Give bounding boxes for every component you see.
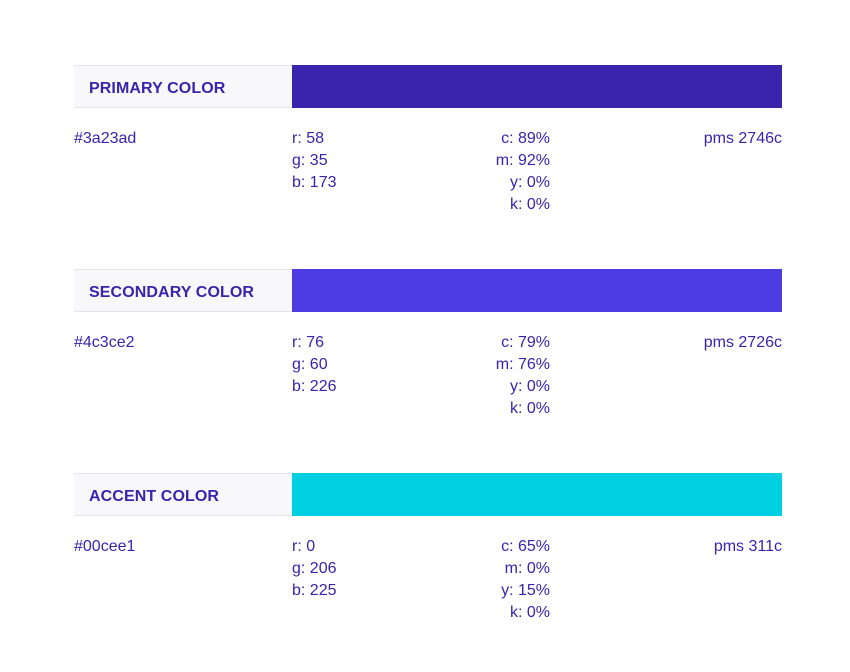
color-label: ACCENT COLOR	[89, 487, 220, 505]
color-swatch	[292, 473, 782, 516]
cmyk-c: c: 79%	[501, 334, 550, 351]
color-section-secondary: SECONDARY COLOR #4c3ce2 r: 76 g: 60 b: 2…	[74, 269, 782, 432]
cmyk-m: m: 76%	[495, 356, 550, 373]
color-values: #4c3ce2 r: 76 g: 60 b: 226 c: 79% m: 76%…	[74, 312, 782, 432]
cmyk-k: k: 0%	[509, 604, 550, 621]
rgb-b: b: 225	[292, 582, 337, 599]
hex-value: #4c3ce2	[74, 334, 135, 351]
color-header-row: ACCENT COLOR	[74, 473, 782, 516]
cmyk-y: y: 15%	[501, 582, 550, 599]
pms-value: pms 311c	[713, 538, 782, 555]
rgb-r: r: 58	[292, 130, 325, 147]
cmyk-values: c: 89% m: 92% y: 0% k: 0%	[476, 128, 550, 216]
hex-value: #00cee1	[74, 538, 136, 555]
cmyk-values: c: 79% m: 76% y: 0% k: 0%	[476, 332, 550, 420]
color-label: PRIMARY COLOR	[89, 79, 226, 97]
rgb-values: r: 76 g: 60 b: 226	[292, 332, 336, 398]
rgb-g: g: 206	[292, 560, 337, 577]
color-values: #3a23ad r: 58 g: 35 b: 173 c: 89% m: 92%…	[74, 108, 782, 228]
color-swatch	[292, 65, 782, 108]
hex-value: #3a23ad	[74, 130, 137, 147]
color-label-box: ACCENT COLOR	[74, 473, 292, 516]
color-section-accent: ACCENT COLOR #00cee1 r: 0 g: 206 b: 225 …	[74, 473, 782, 636]
cmyk-m: m: 92%	[495, 152, 550, 169]
cmyk-values: c: 65% m: 0% y: 15% k: 0%	[476, 536, 550, 624]
rgb-values: r: 58 g: 35 b: 173	[292, 128, 336, 194]
rgb-b: b: 226	[292, 378, 337, 395]
color-header-row: PRIMARY COLOR	[74, 65, 782, 108]
color-label-box: SECONDARY COLOR	[74, 269, 292, 312]
color-values: #00cee1 r: 0 g: 206 b: 225 c: 65% m: 0% …	[74, 516, 782, 636]
color-section-primary: PRIMARY COLOR #3a23ad r: 58 g: 35 b: 173…	[74, 65, 782, 228]
rgb-b: b: 173	[292, 174, 337, 191]
cmyk-y: y: 0%	[509, 378, 550, 395]
rgb-r: r: 76	[292, 334, 325, 351]
rgb-g: g: 60	[292, 356, 328, 373]
color-swatch	[292, 269, 782, 312]
color-label-box: PRIMARY COLOR	[74, 65, 292, 108]
cmyk-k: k: 0%	[509, 196, 550, 213]
pms-value: pms 2726c	[703, 334, 782, 351]
rgb-g: g: 35	[292, 152, 328, 169]
color-header-row: SECONDARY COLOR	[74, 269, 782, 312]
cmyk-c: c: 89%	[501, 130, 550, 147]
cmyk-c: c: 65%	[501, 538, 550, 555]
pms-value: pms 2746c	[703, 130, 782, 147]
color-label: SECONDARY COLOR	[89, 283, 255, 301]
rgb-values: r: 0 g: 206 b: 225	[292, 536, 336, 602]
cmyk-y: y: 0%	[509, 174, 550, 191]
rgb-r: r: 0	[292, 538, 316, 555]
cmyk-k: k: 0%	[509, 400, 550, 417]
cmyk-m: m: 0%	[504, 560, 550, 577]
